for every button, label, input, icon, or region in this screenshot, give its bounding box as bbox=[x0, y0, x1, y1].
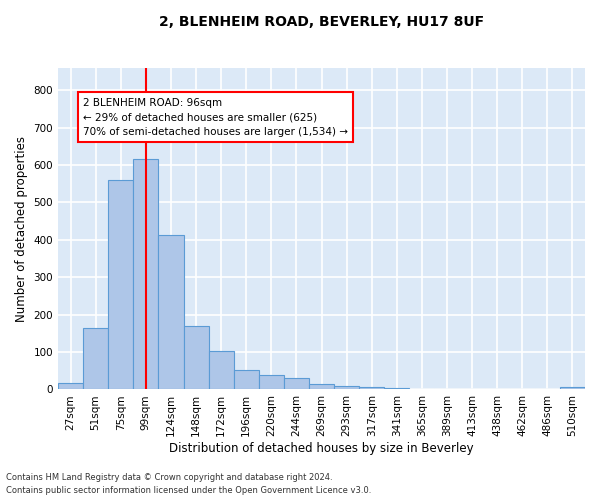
Bar bbox=[309, 384, 334, 390]
Bar bbox=[384, 388, 409, 390]
Bar bbox=[284, 378, 309, 390]
Bar bbox=[259, 375, 284, 390]
Bar bbox=[359, 387, 384, 390]
Text: Contains HM Land Registry data © Crown copyright and database right 2024.
Contai: Contains HM Land Registry data © Crown c… bbox=[6, 474, 371, 495]
Bar bbox=[334, 386, 359, 390]
X-axis label: Distribution of detached houses by size in Beverley: Distribution of detached houses by size … bbox=[169, 442, 474, 455]
Bar bbox=[158, 236, 184, 390]
Bar bbox=[209, 351, 233, 390]
Bar bbox=[233, 370, 259, 390]
Bar bbox=[560, 387, 585, 390]
Bar bbox=[133, 160, 158, 390]
Bar bbox=[83, 328, 108, 390]
Text: 2 BLENHEIM ROAD: 96sqm
← 29% of detached houses are smaller (625)
70% of semi-de: 2 BLENHEIM ROAD: 96sqm ← 29% of detached… bbox=[83, 98, 348, 137]
Bar bbox=[58, 382, 83, 390]
Title: 2, BLENHEIM ROAD, BEVERLEY, HU17 8UF: 2, BLENHEIM ROAD, BEVERLEY, HU17 8UF bbox=[159, 15, 484, 29]
Bar bbox=[184, 326, 209, 390]
Y-axis label: Number of detached properties: Number of detached properties bbox=[15, 136, 28, 322]
Bar bbox=[108, 180, 133, 390]
